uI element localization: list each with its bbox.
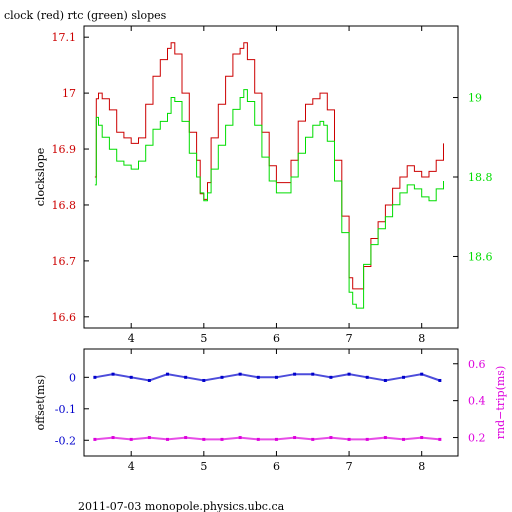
plot-frame (83, 348, 459, 457)
series-band-rnd-trip (94, 436, 440, 441)
x-tick-label: 4 (128, 332, 135, 345)
x-tick-label: 8 (418, 460, 425, 473)
y2-tick-label: 18.8 (468, 171, 493, 184)
y-tick-label: 17.1 (52, 31, 77, 44)
y-axis-label: clockslope (34, 148, 47, 206)
y2-tick-label: 0.2 (468, 432, 486, 445)
offset-roundtrip-panel: 4 5 6 7 8 -0.2 -0.1 0 0.2 0.4 0.6 offset(ms) rnd−tri… (34, 348, 507, 473)
y2-tick-label: 18.6 (468, 250, 493, 263)
y2-tick-label: 19 (468, 92, 482, 105)
y-tick-label: -0.2 (55, 434, 76, 447)
x-tick-label: 6 (273, 460, 280, 473)
x-tick-label: 6 (273, 332, 280, 345)
y-tick-label: 16.6 (52, 311, 77, 324)
y2-axis-label: rnd−trip(ms) (494, 366, 507, 440)
x-tick-label: 7 (346, 332, 353, 345)
y-tick-label: 17 (62, 87, 76, 100)
y-tick-label: 16.8 (52, 199, 77, 212)
clockslope-panel: 4 5 6 7 8 16.6 16.7 16.8 16.9 17 17.1 18.6 18.8 19 clo… (34, 25, 493, 345)
data-point (93, 375, 97, 379)
footer-caption: 2011-07-03 monopole.physics.ubc.ca (78, 500, 285, 512)
y-tick-label: 16.9 (52, 143, 77, 156)
data-point (438, 437, 442, 441)
y2-tick-label: 0.6 (468, 358, 486, 371)
chart-title: clock (red) rtc (green) slopes (4, 9, 167, 22)
x-tick-label: 5 (200, 460, 207, 473)
data-point (438, 378, 442, 382)
data-point (93, 437, 97, 441)
x-tick-label: 8 (418, 332, 425, 345)
y-axis-label: offset(ms) (34, 375, 47, 431)
y-tick-label: -0.1 (55, 403, 76, 416)
x-tick-label: 4 (128, 460, 135, 473)
series-line-rtc (94, 89, 444, 309)
y-tick-label: 16.7 (52, 255, 77, 268)
x-tick-label: 7 (346, 460, 353, 473)
y-tick-label: 0 (69, 371, 76, 384)
y2-tick-label: 0.4 (468, 395, 486, 408)
series-band-offset (94, 373, 441, 382)
x-tick-label: 5 (200, 332, 207, 345)
series-line-clock (94, 42, 444, 290)
